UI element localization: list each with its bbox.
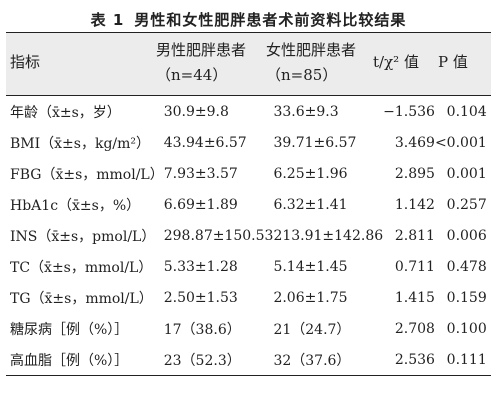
cell-stat: 1.415 <box>394 289 435 306</box>
table-title: 男性和女性肥胖患者术前资料比较结果 <box>134 11 407 29</box>
cell-p: 0.257 <box>446 196 487 213</box>
cell-male: 5.33±1.28 <box>163 258 238 275</box>
cell-female: 21（24.7） <box>273 321 351 338</box>
cell-p: 0.111 <box>446 351 487 368</box>
cell-stat: −1.536 <box>383 103 435 120</box>
cell-male: 298.87±150.53 <box>163 227 274 244</box>
cell-male: 7.93±3.57 <box>163 165 238 182</box>
cell-female: 5.14±1.45 <box>273 258 348 275</box>
table-row: TG（x̄±s，mmol/L） 2.50±1.53 2.06±1.75 1.415 0.… <box>6 282 495 313</box>
cell-indicator: BMI（x̄±s，kg/m²） <box>10 135 151 152</box>
cell-stat: 1.142 <box>394 196 435 213</box>
table-header: 指标 男性肥胖患者 （n=44） 女性肥胖患者 （n=85） t/χ² 值 P … <box>6 33 491 96</box>
header-female-n: （n=85） <box>266 66 338 84</box>
data-table: 年龄（x̄±s，岁） 30.9±9.8 33.6±9.3 −1.536 0.104 BMI… <box>6 96 495 375</box>
cell-p: 0.006 <box>446 227 487 244</box>
table-row: 高血脂［例（%）］ 23（52.3） 32（37.6） 2.536 0.111 <box>6 344 495 375</box>
cell-male: 43.94±6.57 <box>163 134 247 151</box>
cell-p: 0.104 <box>446 103 487 120</box>
cell-indicator: TG（x̄±s，mmol/L） <box>10 290 153 307</box>
cell-male: 6.69±1.89 <box>163 196 238 213</box>
cell-female: 2.06±1.75 <box>273 289 348 306</box>
cell-indicator: HbA1c（x̄±s，%） <box>10 197 141 214</box>
cell-stat: 2.708 <box>394 320 435 337</box>
cell-female: 213.91±142.86 <box>273 227 384 244</box>
top-rule <box>6 32 491 33</box>
cell-male: 2.50±1.53 <box>163 289 238 306</box>
table-row: 糖尿病［例（%）］ 17（38.6） 21（24.7） 2.708 0.100 <box>6 313 495 344</box>
cell-female: 6.32±1.41 <box>273 196 348 213</box>
header-indicator: 指标 <box>10 53 41 71</box>
cell-indicator: 糖尿病［例（%）］ <box>10 321 129 338</box>
bottom-rule <box>6 375 491 376</box>
table-row: INS（x̄±s，pmol/L） 298.87±150.53 213.91±142.… <box>6 220 495 251</box>
cell-female: 32（37.6） <box>273 352 351 369</box>
cell-female: 6.25±1.96 <box>273 165 348 182</box>
table-row: HbA1c（x̄±s，%） 6.69±1.89 6.32±1.41 1.142 0.25… <box>6 189 495 220</box>
cell-stat: 3.469 <box>394 134 435 151</box>
cell-indicator: 高血脂［例（%）］ <box>10 352 129 369</box>
cell-stat: 2.811 <box>394 227 435 244</box>
cell-p: 0.159 <box>446 289 487 306</box>
cell-p: 0.100 <box>446 320 487 337</box>
cell-male: 23（52.3） <box>163 352 241 369</box>
table-row: FBG（x̄±s，mmol/L） 7.93±3.57 6.25±1.96 2.895 0… <box>6 158 495 189</box>
cell-indicator: TC（x̄±s，mmol/L） <box>10 259 153 276</box>
header-male-n: （n=44） <box>156 66 228 84</box>
cell-female: 33.6±9.3 <box>273 103 339 120</box>
table-caption: 表 1 男性和女性肥胖患者术前资料比较结果 <box>0 0 497 32</box>
cell-p: 0.478 <box>446 258 487 275</box>
cell-indicator: 年龄（x̄±s，岁） <box>10 104 121 121</box>
header-female: 女性肥胖患者 <box>266 41 357 59</box>
cell-stat: 0.711 <box>394 258 435 275</box>
cell-indicator: FBG（x̄±s，mmol/L） <box>10 166 164 183</box>
header-stat: t/χ² 值 <box>373 53 419 71</box>
cell-stat: 2.895 <box>394 165 435 182</box>
cell-male: 30.9±9.8 <box>163 103 229 120</box>
cell-indicator: INS（x̄±s，pmol/L） <box>10 228 156 245</box>
table-row: TC（x̄±s，mmol/L） 5.33±1.28 5.14±1.45 0.711 0.… <box>6 251 495 282</box>
header-male: 男性肥胖患者 <box>156 41 247 59</box>
table-row: BMI（x̄±s，kg/m²） 43.94±6.57 39.71±6.57 3.469… <box>6 127 495 158</box>
cell-stat: 2.536 <box>394 351 435 368</box>
cell-p: 0.001 <box>446 165 487 182</box>
cell-p: <0.001 <box>434 134 487 151</box>
cell-female: 39.71±6.57 <box>273 134 357 151</box>
table-row: 年龄（x̄±s，岁） 30.9±9.8 33.6±9.3 −1.536 0.104 <box>6 96 495 127</box>
cell-male: 17（38.6） <box>163 321 241 338</box>
header-p: P 值 <box>438 53 468 71</box>
table-number: 表 1 <box>90 11 125 29</box>
